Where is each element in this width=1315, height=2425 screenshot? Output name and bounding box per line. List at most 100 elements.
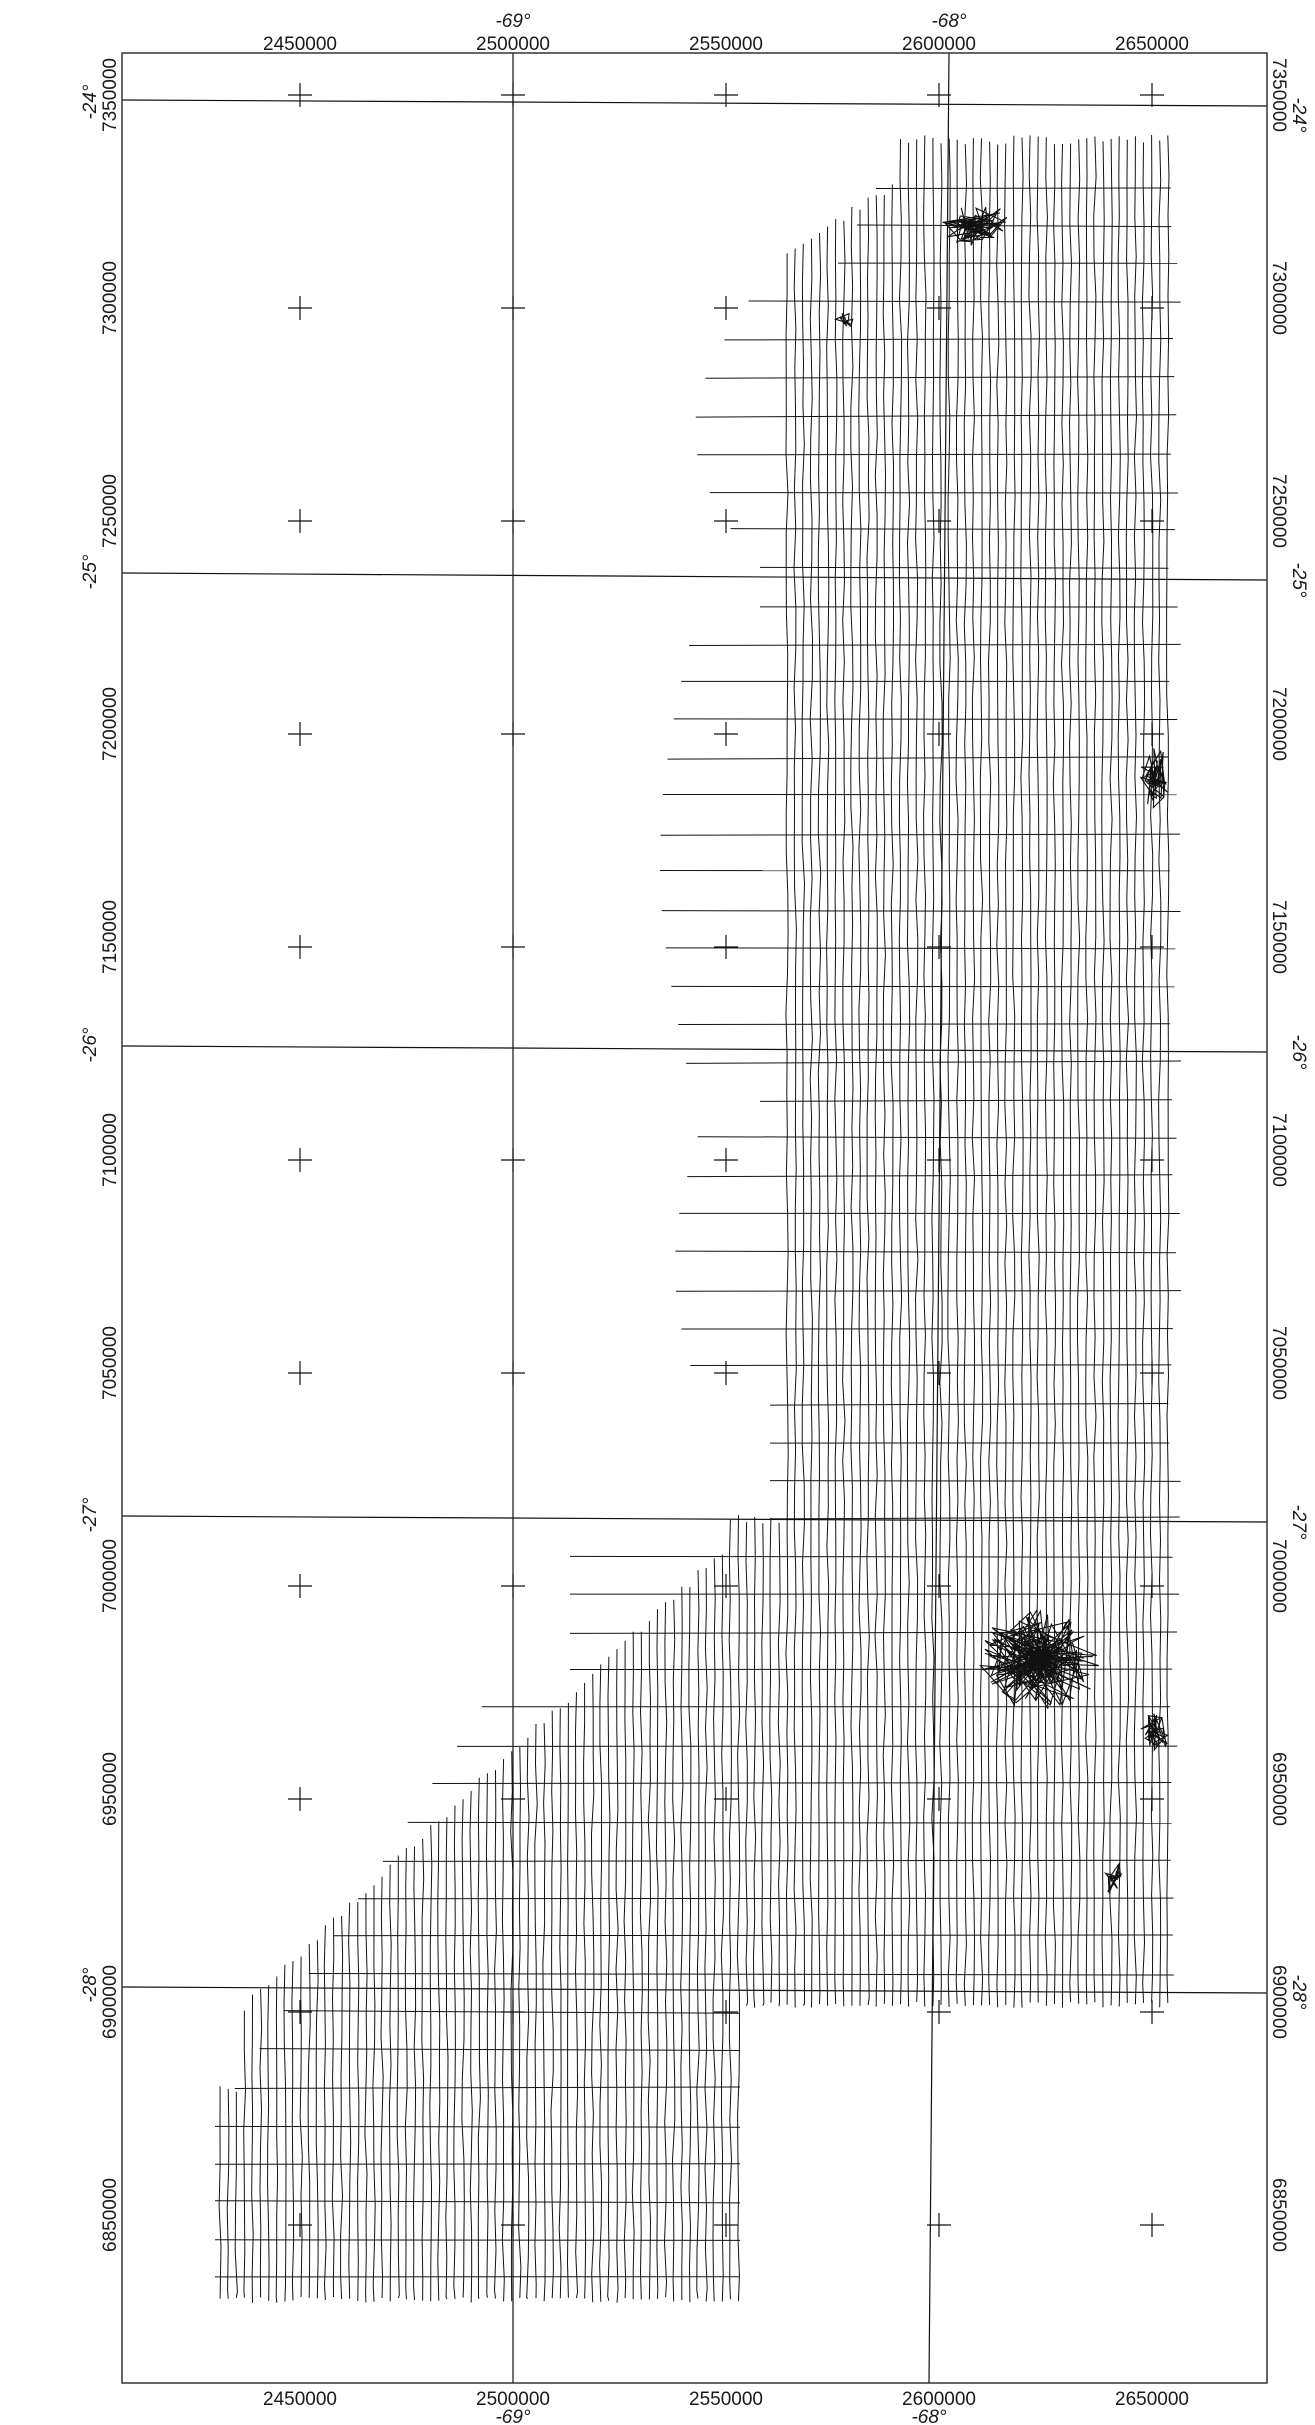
flight-line xyxy=(437,1821,441,2301)
tie-line xyxy=(690,1364,1172,1367)
tie-line xyxy=(569,1555,1173,1558)
flight-line xyxy=(251,1994,254,2303)
flight-lines xyxy=(214,134,1182,2303)
flight-line xyxy=(307,1943,311,2298)
flight-line xyxy=(607,1656,611,2301)
flight-line xyxy=(1085,138,1089,2005)
tie-line xyxy=(214,2239,741,2241)
left-y-label: 7200000 xyxy=(100,687,121,761)
latitude-line xyxy=(121,1515,1268,1523)
flight-line xyxy=(348,1902,352,2299)
left-y-label: 7300000 xyxy=(100,261,121,335)
tie-line xyxy=(769,1480,1181,1482)
flight-line xyxy=(817,232,822,2005)
flight-line xyxy=(526,1737,530,2299)
tie-line xyxy=(660,833,1180,836)
tie-line xyxy=(759,1099,1172,1102)
tie-line xyxy=(673,718,1178,721)
flight-line xyxy=(1052,144,1057,2005)
flight-line xyxy=(696,1570,700,2299)
bottom-longitude-label: -69° xyxy=(495,2407,530,2425)
tie-line xyxy=(214,2200,741,2204)
flight-line xyxy=(590,1673,595,2303)
top-longitude-label: -69° xyxy=(495,11,530,32)
flight-line xyxy=(834,219,838,2005)
tie-line xyxy=(697,1136,1177,1139)
left-y-label: 7050000 xyxy=(100,1326,121,1400)
anomaly-cluster xyxy=(1140,1713,1170,1752)
flight-line xyxy=(671,1599,676,2302)
flight-line xyxy=(331,1917,335,2298)
tie-line xyxy=(667,756,1169,760)
flight-line xyxy=(906,142,911,2007)
flight-line xyxy=(493,1770,497,2299)
tie-line xyxy=(569,1631,1177,1634)
flight-line xyxy=(1068,143,1073,2003)
right-y-label: 6850000 xyxy=(1268,2178,1289,2252)
longitude-line xyxy=(928,52,950,2384)
flight-line xyxy=(914,139,919,2003)
tie-line xyxy=(407,1821,1172,1824)
tie-line xyxy=(661,910,1181,912)
flight-line xyxy=(842,220,846,2007)
projected-grid-crosses xyxy=(288,83,1164,2237)
flight-line xyxy=(623,1640,627,2299)
top-x-label: 2450000 xyxy=(263,34,337,55)
top-longitude-label: -68° xyxy=(931,11,966,32)
tie-line xyxy=(665,947,1176,950)
right-y-label: 7150000 xyxy=(1268,900,1289,974)
tie-line xyxy=(856,224,1172,228)
right-y-label: 7300000 xyxy=(1268,261,1289,335)
tie-line xyxy=(234,2086,741,2089)
flight-line xyxy=(785,253,789,2005)
flight-line xyxy=(736,1515,741,2302)
left-y-label: 7000000 xyxy=(100,1539,121,1613)
flight-line xyxy=(882,194,887,2004)
tie-line xyxy=(724,338,1173,341)
flight-line xyxy=(996,144,1000,2008)
flight-line xyxy=(720,1554,724,2302)
flight-line xyxy=(631,1631,635,2300)
flight-line xyxy=(469,1791,473,2303)
latitude-line xyxy=(121,99,1268,107)
flight-line xyxy=(566,1702,569,2298)
tie-line xyxy=(875,187,1171,190)
flight-line xyxy=(931,137,935,2007)
flight-line xyxy=(1028,135,1032,2003)
top-x-label: 2650000 xyxy=(1115,34,1189,55)
flight-line xyxy=(947,138,951,2007)
flight-line xyxy=(655,1609,659,2299)
flight-line xyxy=(728,1519,733,2300)
flight-line xyxy=(1012,135,1016,2008)
tie-line xyxy=(687,1174,1173,1178)
flight-line xyxy=(421,1838,425,2301)
flight-line xyxy=(291,1961,295,2301)
flight-line xyxy=(1166,135,1170,2004)
flight-line xyxy=(647,1620,652,2300)
flight-line xyxy=(874,195,878,2007)
flight-line xyxy=(357,1902,360,2302)
left-latitude-label: -27° xyxy=(80,1497,101,1532)
flight-line xyxy=(1060,143,1065,2008)
left-y-label: 7350000 xyxy=(100,58,121,132)
flight-line xyxy=(1141,142,1146,2003)
flight-line xyxy=(542,1723,546,2302)
flight-line xyxy=(809,238,814,2008)
right-y-label: 7000000 xyxy=(1268,1539,1289,1613)
latitude-line xyxy=(121,1986,1268,1994)
flight-line xyxy=(461,1799,465,2298)
tie-line xyxy=(695,414,1177,418)
flight-line xyxy=(971,138,976,2006)
flight-line xyxy=(453,1805,456,2299)
flight-line xyxy=(380,1876,384,2299)
flight-line xyxy=(1149,134,1154,2003)
flight-line xyxy=(890,184,895,2006)
anomaly-cluster xyxy=(1103,1863,1123,1894)
flight-line xyxy=(1093,136,1097,2003)
bottom-x-label: 2600000 xyxy=(902,2389,976,2410)
top-x-label: 2550000 xyxy=(689,34,763,55)
anomaly-cluster xyxy=(833,312,854,328)
flight-line xyxy=(858,209,862,2006)
flight-line xyxy=(477,1777,481,2299)
flight-line xyxy=(1076,139,1081,2004)
